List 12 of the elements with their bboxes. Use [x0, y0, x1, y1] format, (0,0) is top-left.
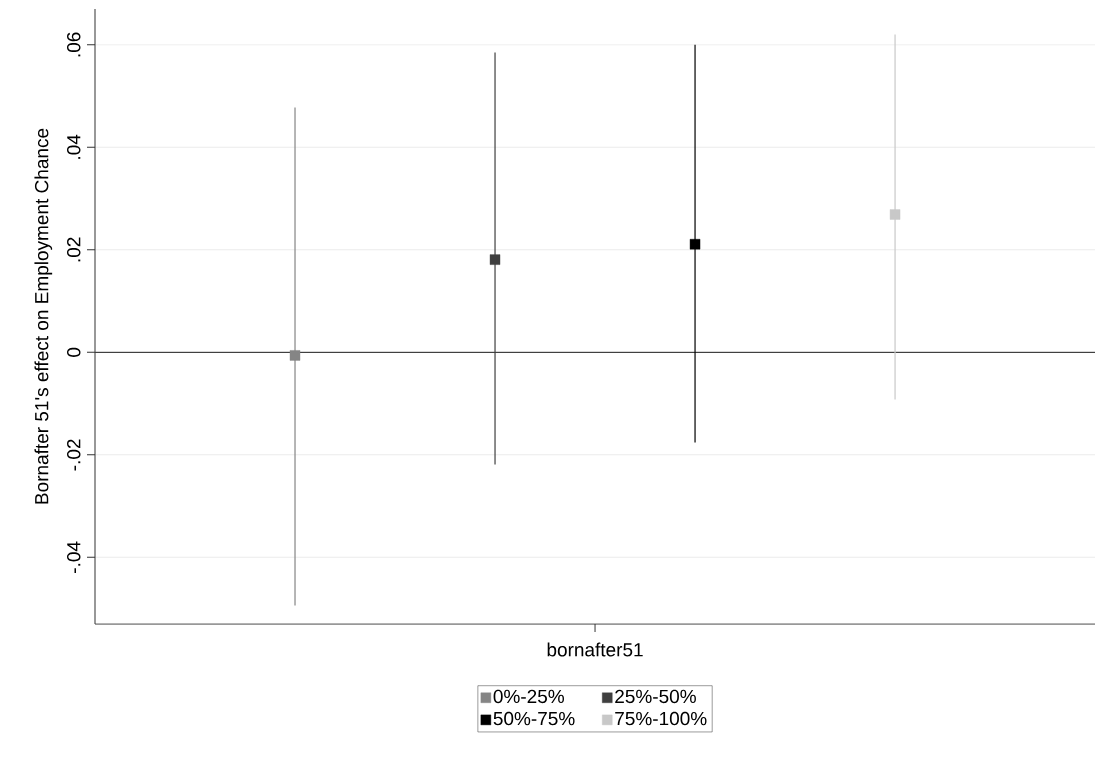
y-tick-label: .06 — [67, 32, 81, 57]
y-axis-title: Bornafter 51's effect on Employment Chance — [34, 128, 53, 504]
legend-label: 75%-100% — [615, 711, 707, 726]
legend-label: 0%-25% — [493, 689, 564, 704]
y-tick-label: -.04 — [67, 541, 81, 573]
y-tick-label: -.02 — [67, 439, 81, 471]
y-tick-label: 0 — [67, 347, 81, 357]
x-tick-label: bornafter51 — [547, 642, 643, 657]
y-tick-label: .04 — [67, 134, 81, 159]
legend-label: 25%-50% — [615, 689, 696, 704]
y-tick-label: .02 — [67, 237, 81, 262]
legend-label: 50%-75% — [493, 711, 575, 726]
